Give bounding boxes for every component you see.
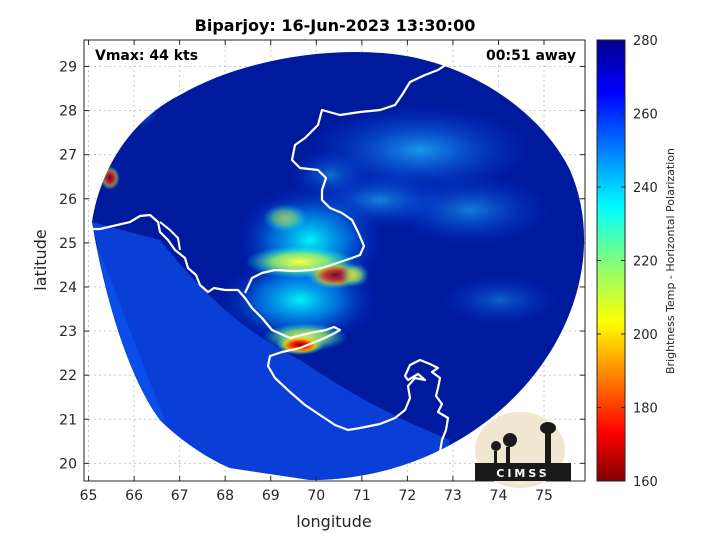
colorbar-tick-label: 180 (633, 402, 658, 417)
y-axis-ticks: 20 21 22 23 24 25 26 27 28 29 (59, 59, 585, 472)
chart-title: Biparjoy: 16-Jun-2023 13:30:00 (195, 16, 476, 35)
x-tick-label: 68 (216, 488, 234, 504)
x-axis-ticks: 65 66 67 68 69 70 71 72 73 74 75 (80, 40, 553, 504)
coastline (84, 213, 450, 481)
y-tick-label: 25 (59, 236, 77, 252)
colorbar-label: Brightness Temp - Horizontal Polarizatio… (664, 148, 677, 374)
logo-text: CIMSS (496, 467, 549, 480)
y-tick-label: 20 (59, 456, 77, 472)
y-axis-label: latitude (31, 229, 50, 290)
y-tick-label: 24 (59, 280, 77, 296)
x-tick-label: 75 (535, 488, 553, 504)
x-tick-label: 65 (80, 488, 98, 504)
y-tick-label: 26 (59, 192, 77, 208)
x-tick-label: 71 (353, 488, 371, 504)
plot-frame (83, 39, 586, 482)
colorbar-tick-label: 280 (633, 34, 658, 49)
map-plot-area: Vmax: 44 kts 00:51 away CIMSS (83, 39, 586, 488)
colorbar-ticks: 160 180 200 220 240 260 280 (597, 34, 658, 490)
y-tick-label: 28 (59, 104, 77, 120)
cimss-logo: CIMSS (475, 412, 571, 488)
x-tick-label: 69 (262, 488, 280, 504)
x-tick-label: 70 (307, 488, 325, 504)
x-tick-label: 66 (125, 488, 143, 504)
time-away-box (474, 42, 584, 64)
y-tick-label: 27 (59, 148, 77, 164)
colorbar-tick-label: 220 (633, 255, 658, 270)
colorbar-tick-label: 160 (633, 475, 658, 490)
colorbar: 160 180 200 220 240 260 280 Brightness Temp - … (596, 34, 677, 490)
brightness-temperature-swath (84, 51, 585, 481)
colorbar-gradient (596, 39, 626, 482)
vmax-label: Vmax: 44 kts (95, 48, 198, 64)
y-tick-label: 22 (59, 368, 77, 384)
x-tick-label: 73 (444, 488, 462, 504)
colorbar-tick-label: 200 (633, 328, 658, 343)
vmax-box (86, 42, 206, 64)
time-away-label: 00:51 away (486, 48, 576, 64)
x-axis-label: longitude (296, 512, 371, 531)
y-tick-label: 29 (59, 59, 77, 75)
colorbar-tick-label: 260 (633, 108, 658, 123)
y-tick-label: 21 (59, 412, 77, 428)
x-tick-label: 67 (171, 488, 189, 504)
x-tick-label: 74 (490, 488, 508, 504)
colorbar-tick-label: 240 (633, 181, 658, 196)
x-tick-label: 72 (398, 488, 416, 504)
y-tick-label: 23 (59, 324, 77, 340)
